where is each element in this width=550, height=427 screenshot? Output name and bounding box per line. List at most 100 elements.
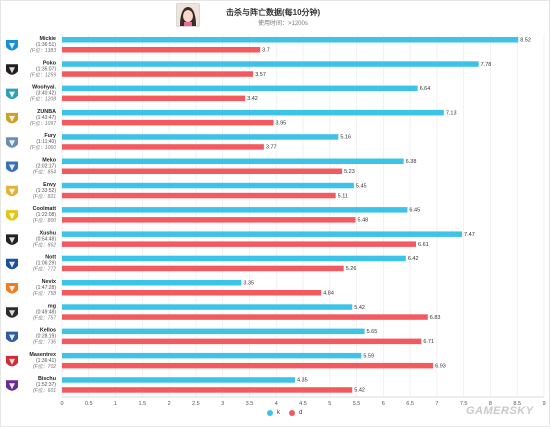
- chart-header: 击杀与阵亡数据(每10分钟) 使用时间：>1200s: [0, 0, 550, 32]
- team-logo-mark-icon: [9, 140, 15, 147]
- bar-d: [62, 192, 336, 199]
- player-name-label: Mickie: [40, 36, 56, 42]
- watermark: GAMERSKY: [466, 405, 534, 417]
- data-label-k: 7.47: [464, 232, 475, 238]
- data-label-d: 4.84: [323, 291, 334, 297]
- bar-d: [62, 362, 434, 369]
- data-label-k: 4.35: [297, 378, 308, 384]
- player-time-label: (1:36:41): [36, 358, 56, 364]
- data-label-k: 6.42: [408, 256, 419, 262]
- player-time-label: (1:47:28): [36, 285, 56, 291]
- player-name-label: ZUNBA: [37, 109, 56, 115]
- player-name-label: Kellos: [40, 328, 56, 334]
- player-name-label: Xushu: [40, 230, 56, 236]
- bar-d: [62, 338, 422, 345]
- player-time-label: (1:33:52): [36, 188, 56, 194]
- dva-avatar-icon: [176, 3, 200, 27]
- bar-d: [62, 47, 261, 53]
- x-tick-label: 3: [221, 401, 224, 407]
- legend-dot-k: [267, 410, 273, 416]
- data-label-k: 5.16: [340, 135, 351, 141]
- team-logo-mark-icon: [9, 43, 15, 49]
- bar-d: [62, 387, 353, 393]
- bar-d: [62, 290, 322, 296]
- player-time-label: (1:06:29): [36, 261, 56, 267]
- player-time-label: (1:43:47): [36, 115, 56, 121]
- team-logo-mark-icon: [9, 286, 15, 292]
- player-rank-label: (F位：1259: [30, 71, 56, 78]
- player-rank-label: (F位：601: [33, 387, 56, 394]
- data-label-k: 3.35: [243, 281, 254, 287]
- player-name-label: Masentrex: [29, 352, 56, 358]
- player-rank-label: (F位：1208: [30, 96, 56, 103]
- player-rank-label: (F位：800: [33, 217, 56, 224]
- x-tick-label: 8.5: [513, 401, 521, 407]
- player-name-label: mg: [48, 303, 56, 309]
- player-name-label: Fury: [44, 133, 56, 139]
- data-label-d: 5.48: [357, 218, 368, 224]
- legend-item-d[interactable]: d: [289, 410, 302, 416]
- bar-k: [62, 207, 408, 213]
- bar-k: [62, 134, 339, 140]
- player-rank-label: (F位：702: [33, 363, 56, 370]
- legend-item-k[interactable]: k: [267, 410, 280, 416]
- x-tick-label: 4.5: [299, 401, 307, 407]
- data-label-d: 6.61: [418, 242, 429, 248]
- data-label-d: 6.71: [423, 339, 434, 345]
- player-time-label: (1:36:51): [36, 42, 56, 48]
- player-time-label: (1:11:40): [36, 139, 56, 145]
- team-logo-mark-icon: [9, 237, 15, 244]
- bar-d: [62, 265, 344, 272]
- player-time-label: (0:28:19): [36, 334, 56, 340]
- x-tick-label: 4: [275, 401, 278, 407]
- player-rank-label: (F位：736: [33, 339, 56, 346]
- data-label-d: 5.11: [338, 193, 348, 199]
- bar-k: [62, 377, 295, 383]
- player-name-label: Poko: [43, 60, 57, 66]
- x-tick-label: 7.5: [460, 401, 468, 407]
- bar-d: [62, 168, 343, 174]
- chart-legend: k d: [0, 410, 550, 422]
- x-tick-label: 0.5: [85, 401, 93, 407]
- x-tick-label: 5: [328, 401, 331, 407]
- x-tick-label: 0: [60, 401, 63, 407]
- player-rank-label: (F位：821: [33, 193, 56, 200]
- team-logo-mark-icon: [9, 213, 15, 220]
- team-logo-mark-icon: [9, 115, 15, 122]
- team-logo-mark-icon: [9, 91, 15, 98]
- x-tick-label: 6.5: [406, 401, 414, 407]
- chart-subtitle: 使用时间：>1200s: [258, 21, 308, 27]
- player-rank-label: (F位：758: [33, 290, 56, 297]
- bar-k: [62, 37, 519, 43]
- bar-k: [62, 85, 418, 92]
- bar-d: [62, 71, 254, 77]
- data-label-d: 5.26: [346, 266, 357, 272]
- x-tick-label: 6: [382, 401, 385, 407]
- player-time-label: (1:22:08): [36, 212, 56, 218]
- player-name-label: Nott: [45, 255, 56, 261]
- player-name-label: Meko: [42, 158, 56, 164]
- bar-d: [62, 241, 417, 247]
- data-label-k: 6.64: [420, 86, 431, 92]
- data-label-k: 5.45: [356, 183, 367, 189]
- player-name-label: Envy: [43, 182, 56, 188]
- player-rank-label: (F位：772: [33, 266, 56, 273]
- team-logo-mark-icon: [9, 164, 15, 171]
- bar-d: [62, 119, 274, 126]
- data-label-d: 3.57: [255, 72, 266, 78]
- bar-k: [62, 182, 354, 189]
- legend-dot-d: [289, 410, 295, 416]
- player-time-label: (1:35:07): [36, 66, 56, 72]
- team-logo-mark-icon: [9, 310, 15, 317]
- bar-k: [62, 328, 365, 335]
- x-tick-label: 9: [542, 401, 545, 407]
- x-tick-label: 1.5: [139, 401, 147, 407]
- player-time-label: (2:02:17): [36, 164, 56, 170]
- player-name-label: Coolmatt: [33, 206, 57, 212]
- team-logo-mark-icon: [9, 261, 15, 268]
- x-tick-label: 8: [489, 401, 492, 407]
- player-name-label: Bischu: [38, 376, 56, 382]
- data-label-k: 5.42: [354, 305, 365, 311]
- x-tick-label: 1: [114, 401, 117, 407]
- data-label-k: 6.45: [409, 208, 420, 214]
